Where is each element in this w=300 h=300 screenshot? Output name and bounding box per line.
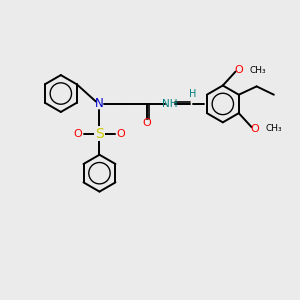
- Text: NH: NH: [162, 99, 177, 109]
- Text: N: N: [95, 98, 104, 110]
- Text: O: O: [116, 129, 125, 139]
- Text: O: O: [143, 118, 152, 128]
- Text: H: H: [189, 88, 197, 98]
- Text: O: O: [251, 124, 260, 134]
- Text: O: O: [74, 129, 82, 139]
- Text: CH₃: CH₃: [265, 124, 282, 133]
- Text: S: S: [95, 127, 104, 141]
- Text: O: O: [235, 65, 244, 75]
- Text: CH₃: CH₃: [249, 65, 266, 74]
